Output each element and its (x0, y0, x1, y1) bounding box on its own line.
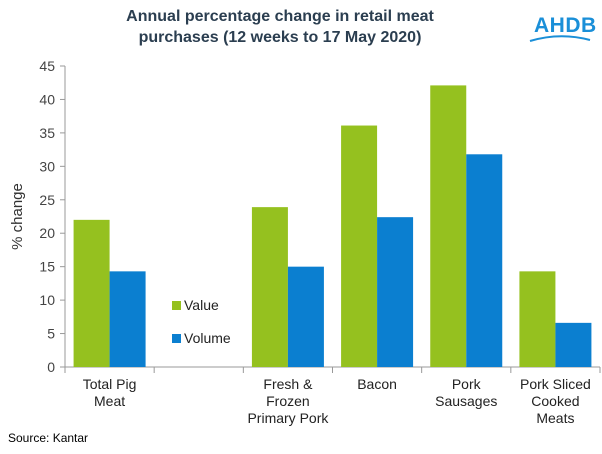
bar-volume-0 (109, 271, 146, 367)
x-category-label: Sausages (435, 393, 497, 409)
source-note: Source: Kantar (8, 431, 89, 445)
x-category-label: Primary Pork (247, 410, 329, 426)
x-category-label: Bacon (357, 376, 397, 392)
legend-swatch-volume (172, 334, 181, 343)
logo-swoosh-icon (529, 35, 591, 42)
legend-label-volume: Volume (184, 330, 231, 346)
y-tick-label: 20 (39, 225, 55, 241)
y-axis-label: % change (9, 183, 26, 250)
x-category-label: Pork Sliced (520, 376, 591, 392)
x-category-label: Fresh & (263, 376, 313, 392)
legend-label-value: Value (184, 297, 219, 313)
bar-value-0 (73, 219, 110, 367)
chart-title-line-2: purchases (12 weeks to 17 May 2020) (138, 29, 422, 46)
chart-title-line-1: Annual percentage change in retail meat (126, 8, 434, 25)
y-tick-label: 15 (39, 259, 55, 275)
x-category-label: Frozen (266, 393, 310, 409)
y-tick-label: 0 (47, 359, 55, 375)
y-tick-label: 45 (39, 58, 55, 74)
y-tick-label: 40 (39, 91, 55, 107)
ahdb-logo: AHDB (534, 14, 597, 37)
y-tick-label: 35 (39, 125, 55, 141)
bar-volume-3 (377, 217, 414, 367)
y-tick-label: 30 (39, 158, 55, 174)
bar-value-2 (251, 207, 288, 367)
x-category-label: Total Pig (83, 376, 137, 392)
legend-swatch-value (172, 301, 181, 310)
x-category-label: Cooked (531, 393, 579, 409)
bar-volume-2 (287, 266, 324, 367)
bar-value-4 (430, 85, 467, 368)
bar-volume-5 (555, 322, 592, 367)
bar-volume-4 (466, 154, 503, 367)
bar-value-5 (519, 271, 556, 367)
x-category-label: Meats (536, 410, 574, 426)
x-category-label: Pork (452, 376, 482, 392)
y-tick-label: 10 (39, 292, 55, 308)
y-tick-label: 5 (47, 326, 55, 342)
chart-title: Annual percentage change in retail meat … (90, 6, 470, 48)
y-tick-label: 25 (39, 192, 55, 208)
x-category-label: Meat (94, 393, 125, 409)
bar-value-3 (341, 125, 378, 367)
